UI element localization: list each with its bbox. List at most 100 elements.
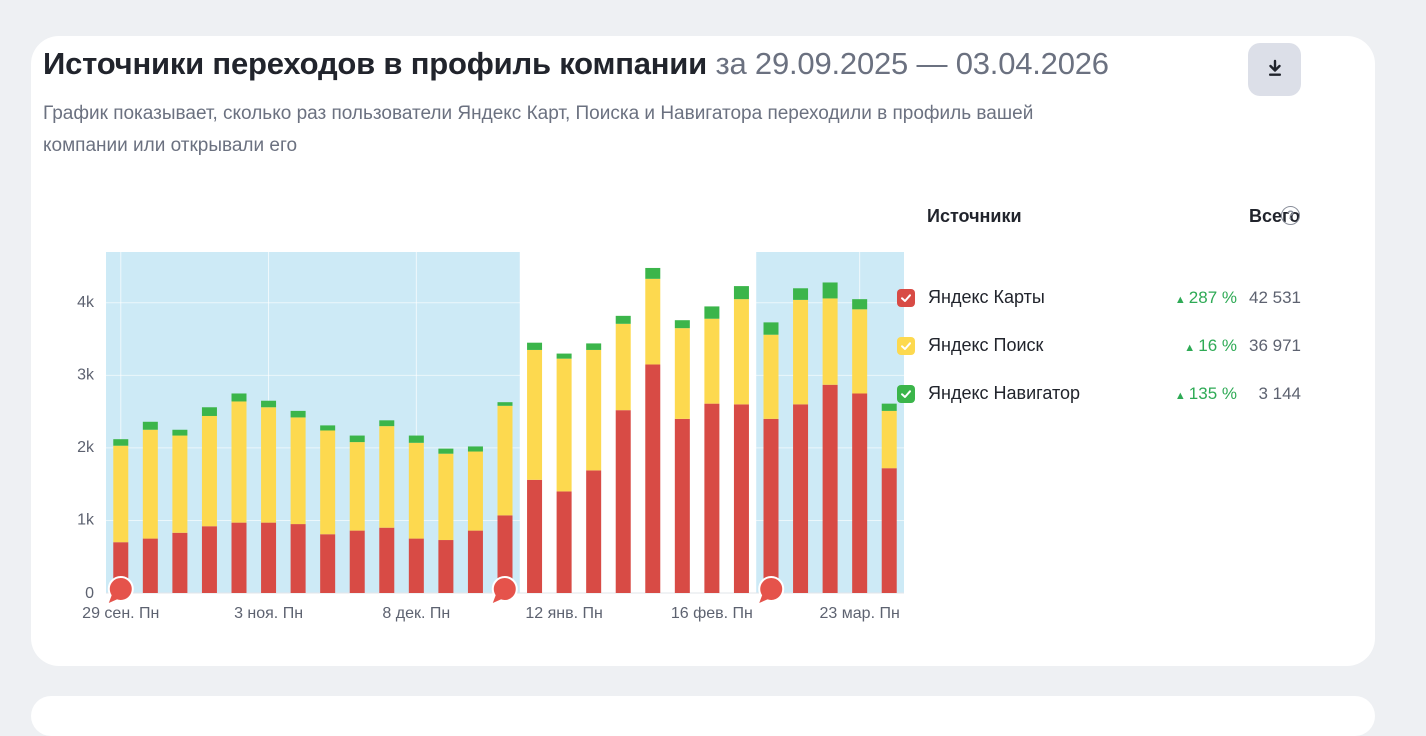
bar-segment-maps	[586, 470, 602, 593]
bar-segment-search	[733, 299, 749, 405]
legend-checkbox[interactable]	[897, 337, 915, 355]
bar-segment-search	[497, 405, 513, 516]
bar-segment-maps	[763, 418, 779, 593]
stacked-bar-chart: 0 1k 2k 3k 4k 29 сен. Пн 3 ноя. Пн 8 дек. Пн 12 …	[77, 252, 904, 622]
event-marker-icon[interactable]	[491, 576, 518, 603]
bar-segment-navigator	[497, 402, 513, 406]
bar-segment-maps	[349, 530, 365, 593]
bar-segment-navigator	[527, 342, 543, 350]
bar-segment-navigator	[881, 403, 897, 411]
bar-segment-search	[231, 401, 247, 523]
bar-segment-maps	[674, 418, 690, 593]
y-tick-label: 0	[85, 585, 94, 602]
bar-segment-search	[172, 435, 188, 533]
bar-segment-maps	[438, 540, 454, 593]
legend-checkbox[interactable]	[897, 385, 915, 403]
legend-change-value: 16 %	[1198, 336, 1237, 355]
bar-segment-navigator	[763, 322, 779, 335]
bar-segment-maps	[261, 522, 277, 593]
legend-total: 3 144	[1258, 384, 1301, 403]
legend-item[interactable]: Яндекс Поиск ▲ 16 % 36 971	[896, 334, 1301, 358]
legend-change: ▲ 135 %	[1175, 384, 1237, 404]
bar-segment-search	[615, 323, 631, 411]
bar-segment-maps	[201, 526, 217, 593]
check-icon	[901, 294, 911, 302]
bar-segment-maps	[231, 522, 247, 593]
bar-segment-maps	[645, 364, 661, 593]
legend-label: Яндекс Карты	[928, 287, 1045, 307]
event-marker-icon[interactable]	[758, 576, 785, 603]
legend-item[interactable]: Яндекс Навигатор ▲ 135 % 3 144	[896, 382, 1301, 406]
legend-change-value: 135 %	[1188, 384, 1237, 403]
legend-heading: Источники	[927, 206, 1022, 226]
legend-label: Яндекс Навигатор	[928, 383, 1081, 403]
x-tick-label: 16 фев. Пн	[671, 605, 753, 622]
bar-segment-search	[438, 453, 454, 541]
help-icon[interactable]: ?	[1281, 206, 1300, 225]
bar-segment-search	[793, 299, 809, 405]
bar-segment-search	[881, 410, 897, 469]
bar-segment-search	[674, 328, 690, 419]
event-marker-icon[interactable]	[107, 576, 134, 603]
download-button[interactable]	[1248, 43, 1301, 96]
bar-segment-navigator	[704, 306, 720, 319]
bar-segment-navigator	[852, 299, 868, 310]
bar-segment-maps	[733, 404, 749, 593]
x-tick-label: 29 сен. Пн	[82, 605, 159, 622]
bar-segment-maps	[408, 538, 424, 593]
legend-change: ▲ 287 %	[1175, 288, 1237, 308]
chart-title: Источники переходов в профиль компании з…	[43, 46, 1109, 82]
bar-segment-navigator	[438, 448, 454, 454]
bar-segment-maps	[822, 384, 838, 593]
bar-segment-navigator	[615, 315, 631, 324]
next-card	[31, 696, 1375, 736]
bar-segment-navigator	[733, 286, 749, 300]
bar-segment-navigator	[290, 410, 306, 418]
bar-segment-search	[349, 442, 365, 531]
bar-segment-navigator	[320, 425, 336, 431]
check-icon	[901, 342, 911, 350]
bar-segment-search	[822, 298, 838, 385]
x-tick-label: 12 янв. Пн	[525, 605, 602, 622]
bar-segment-navigator	[172, 429, 188, 436]
legend-total: 42 531	[1249, 288, 1301, 307]
x-tick-label: 8 дек. Пн	[382, 605, 450, 622]
title-text: Источники переходов в профиль компании	[43, 46, 708, 81]
download-icon	[1266, 59, 1284, 80]
bar-segment-maps	[320, 534, 336, 593]
bar-segment-navigator	[349, 435, 365, 443]
bar-segment-search	[556, 358, 572, 492]
legend-item[interactable]: Яндекс Карты ▲ 287 % 42 531	[896, 286, 1301, 310]
chart-subtitle: График показывает, сколько раз пользоват…	[43, 103, 1034, 156]
bar-segment-maps	[467, 530, 483, 593]
y-tick-label: 2k	[77, 439, 95, 456]
bar-segment-navigator	[645, 267, 661, 279]
up-triangle-icon: ▲	[1174, 390, 1189, 402]
bar-segment-navigator	[822, 282, 838, 299]
up-triangle-icon: ▲	[1174, 294, 1189, 306]
bar-segment-maps	[556, 491, 572, 593]
bar-segment-search	[408, 442, 424, 539]
bar-segment-maps	[793, 404, 809, 593]
legend-label: Яндекс Поиск	[928, 335, 1044, 355]
bar-segment-maps	[704, 403, 720, 593]
bar-segment-maps	[379, 527, 395, 593]
bar-segment-search	[527, 349, 543, 480]
x-tick-label: 3 ноя. Пн	[234, 605, 303, 622]
bar-segment-search	[852, 309, 868, 394]
bar-segment-maps	[881, 468, 897, 593]
bar-segment-search	[586, 349, 602, 471]
bar-segment-maps	[852, 393, 868, 593]
bar-segment-maps	[615, 410, 631, 593]
bar-segment-search	[113, 445, 129, 543]
legend-checkbox[interactable]	[897, 289, 915, 307]
x-tick-label: 23 мар. Пн	[820, 605, 900, 622]
bar-segment-maps	[497, 515, 513, 593]
bar-segment-maps	[290, 524, 306, 593]
y-tick-label: 4k	[77, 294, 95, 311]
bar-segment-navigator	[261, 400, 277, 408]
bar-segment-navigator	[556, 353, 572, 359]
period-text: за 29.09.2025 — 03.04.2026	[715, 46, 1109, 81]
bar-segment-navigator	[231, 393, 247, 402]
legend-change: ▲ 16 %	[1184, 336, 1237, 356]
